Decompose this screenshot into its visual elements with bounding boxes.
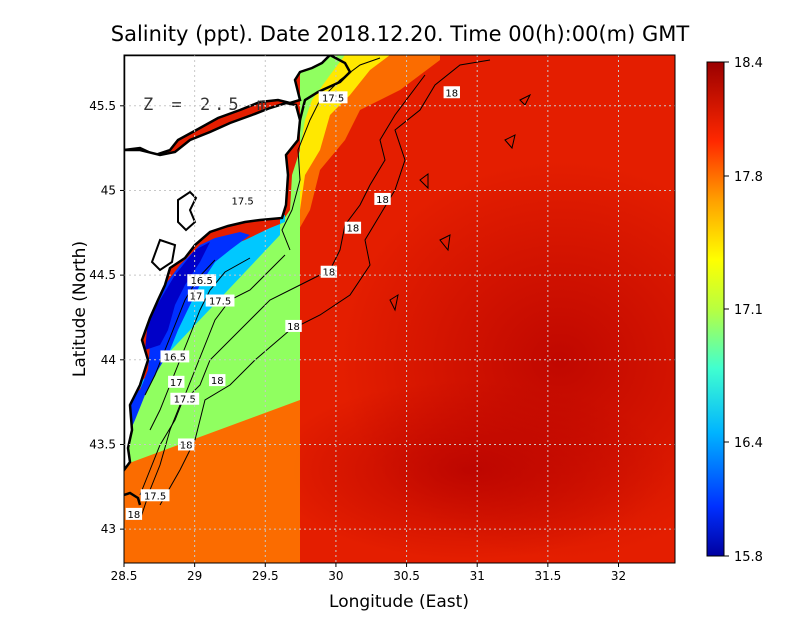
land-mass: [177, 190, 198, 232]
contour-label: 17.5: [174, 395, 196, 406]
contour-label-box: [285, 319, 302, 332]
deep-salinity-zone: [270, 380, 670, 560]
y-axis-ticks: 43 43.5 44 44.5 45 45.5: [89, 99, 124, 536]
contour-line-18: [389, 93, 532, 312]
colorbar: 18.4 17.8 17.1 16.4 15.8: [706, 56, 763, 565]
contour-label: 16.5: [164, 352, 186, 363]
depth-label: Z = 2.5 m: [143, 95, 271, 115]
grid-lines: [124, 55, 675, 563]
contour-label: 18: [287, 322, 300, 333]
coastline: [124, 491, 142, 506]
contour-label-box: [177, 438, 195, 451]
contour-label: 17.5: [232, 197, 254, 208]
colorbar-tick-label: 15.8: [734, 550, 763, 565]
contour-label: 18: [180, 440, 193, 451]
salinity-band-cyan: [124, 215, 285, 455]
y-tick-label: 44: [101, 353, 116, 367]
contour-label: 17.5: [322, 93, 344, 104]
contour-label-box: [228, 194, 258, 207]
contour-label-box: [160, 350, 190, 363]
contour-label: 17: [170, 378, 183, 389]
y-tick-label: 45.5: [89, 99, 116, 113]
contour-label-box: [187, 289, 205, 302]
x-tick-label: 30.5: [393, 569, 420, 583]
contour-line-17.5: [139, 254, 286, 496]
contour-line-17: [149, 257, 251, 431]
contour-label-box: [168, 375, 185, 388]
y-tick-label: 43: [101, 522, 116, 536]
x-axis-label: Longitude (East): [329, 592, 469, 612]
contour-label-box: [140, 489, 170, 502]
contour-label: 18: [211, 376, 224, 387]
contour-label: 18: [128, 510, 141, 521]
coastline: [298, 55, 352, 121]
plot-frame: [123, 54, 676, 564]
salinity-band-darkblue: [145, 242, 210, 350]
contour-label-box: [170, 392, 200, 405]
chart-title: Salinity (ppt). Date 2018.12.20. Time 00…: [111, 22, 690, 46]
colorbar-tick-label: 17.8: [734, 170, 763, 185]
contour-line-18: [139, 74, 426, 521]
contour-line-17.5: [281, 57, 381, 251]
x-tick-label: 28.5: [111, 569, 138, 583]
x-tick-label: 29.5: [252, 569, 279, 583]
y-tick-label: 43.5: [89, 437, 116, 451]
colorbar-tick-label: 17.1: [734, 303, 763, 318]
y-tick-label: 44.5: [89, 268, 116, 282]
contour-label: 17.5: [209, 297, 231, 308]
contour-label: 17: [190, 291, 203, 302]
contour-label: 18: [322, 268, 335, 279]
y-tick-label: 45: [101, 183, 116, 197]
contour-label-box: [443, 86, 460, 99]
x-axis-ticks: 28.5 29 29.5 30 30.5 31 31.5 32: [111, 563, 626, 583]
contour-label: 17.5: [144, 491, 166, 502]
contour-label-box: [318, 91, 348, 104]
x-tick-label: 30: [328, 569, 343, 583]
contour-label-box: [125, 507, 143, 520]
contour-label-box: [205, 294, 235, 307]
contour-label-box: [209, 374, 226, 387]
x-tick-label: 31.5: [534, 569, 561, 583]
colorbar-tick-label: 16.4: [734, 436, 763, 451]
colorbar-ticks: 18.4 17.8 17.1 16.4 15.8: [724, 56, 763, 565]
lake-outline: [150, 238, 177, 272]
y-axis-label: Latitude (North): [70, 241, 90, 377]
contour-label: 18: [347, 224, 360, 235]
contour-label: 18: [376, 195, 389, 206]
x-tick-label: 29: [187, 569, 202, 583]
contour-label-box: [344, 221, 362, 234]
x-tick-label: 31: [470, 569, 485, 583]
contour-label: 18: [445, 88, 458, 99]
colorbar-tick-label: 18.4: [734, 56, 763, 71]
contour-label-box: [374, 192, 391, 205]
contour-label: 16.5: [191, 276, 213, 287]
colorbar-gradient: [706, 61, 725, 557]
x-tick-label: 32: [611, 569, 626, 583]
contour-line-18: [159, 59, 491, 506]
contour-label-box: [187, 274, 217, 287]
